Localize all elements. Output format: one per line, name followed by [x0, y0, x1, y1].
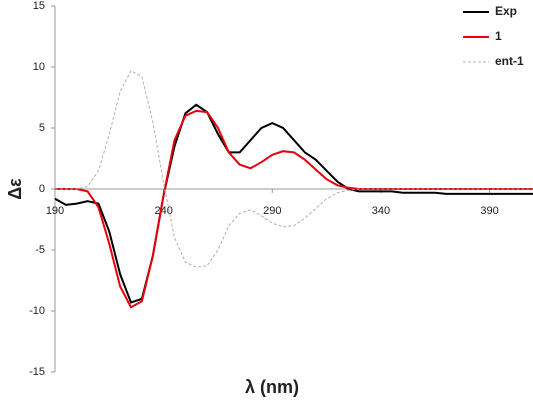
x-tick-label: 390	[480, 205, 498, 217]
y-tick-label: -15	[29, 366, 45, 378]
legend-label: Exp	[495, 4, 517, 18]
y-tick-label: -10	[29, 305, 45, 317]
y-tick-label: -5	[35, 244, 45, 256]
legend-label: ent-1	[495, 54, 524, 68]
y-tick-label: 10	[33, 61, 45, 73]
y-tick-label: 5	[39, 122, 45, 134]
series-line	[54, 103, 533, 304]
x-tick-label: 340	[372, 205, 390, 217]
y-tick-label: 15	[33, 0, 45, 12]
y-axis-title: Δε	[5, 178, 25, 200]
series-line	[55, 70, 533, 268]
y-tick-label: 0	[39, 183, 45, 195]
legend-label: 1	[495, 29, 502, 43]
x-tick-label: 190	[46, 205, 64, 217]
x-axis-title: λ (nm)	[245, 377, 299, 397]
x-tick-label: 240	[154, 205, 172, 217]
x-tick-label: 290	[263, 205, 281, 217]
